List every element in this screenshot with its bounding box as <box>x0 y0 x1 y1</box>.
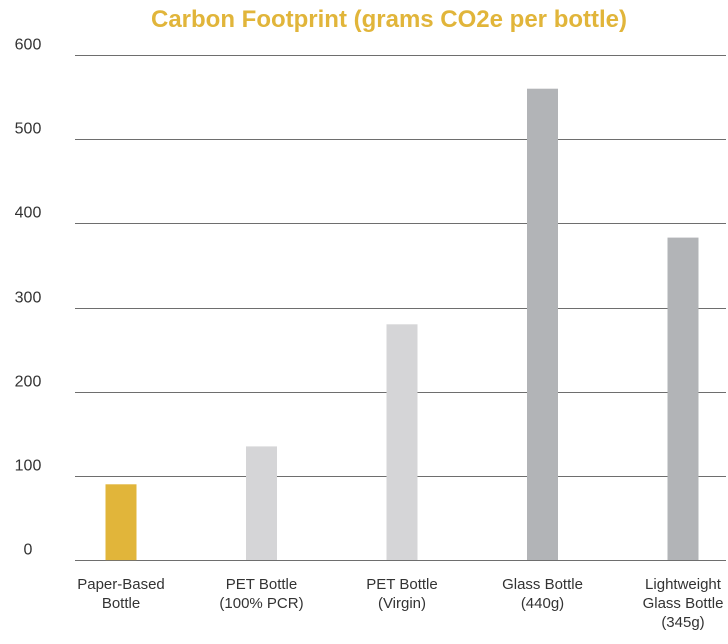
x-category-label-line: PET Bottle <box>366 576 437 593</box>
x-category-label-line: Bottle <box>102 595 140 612</box>
x-category-label: Lightweight Glass Bottle (345g) <box>643 576 724 631</box>
x-category-label-line: (440g) <box>521 595 564 612</box>
x-category-label: Paper-Based Bottle <box>77 576 165 612</box>
bar-4 <box>667 237 699 560</box>
y-tick-label: 400 <box>15 205 42 222</box>
x-category-label-line: (Virgin) <box>378 595 426 612</box>
bar-1 <box>246 446 277 560</box>
y-tick-label: 500 <box>15 121 42 138</box>
x-category-label: PET Bottle (100% PCR) <box>219 576 303 612</box>
x-category-label: PET Bottle (Virgin) <box>366 576 437 612</box>
x-category-label-line: (100% PCR) <box>219 595 303 612</box>
y-tick-label: 100 <box>15 458 42 475</box>
x-category-label-line: Paper-Based <box>77 576 165 593</box>
y-axis-ticks: 0 100 200 300 400 500 600 <box>15 37 42 559</box>
bar-3 <box>527 88 558 560</box>
y-tick-label: 200 <box>15 374 42 391</box>
bar-2 <box>386 324 418 560</box>
chart-title: Carbon Footprint (grams CO2e per bottle) <box>150 6 627 33</box>
x-category-label-line: Lightweight <box>645 576 722 593</box>
bar-0 <box>105 484 137 561</box>
x-category-label: Glass Bottle (440g) <box>502 576 583 612</box>
x-category-label-line: Glass Bottle <box>643 595 724 612</box>
bars <box>105 88 699 561</box>
y-tick-label: 300 <box>15 290 42 307</box>
y-tick-label: 0 <box>24 542 33 559</box>
x-category-label-line: Glass Bottle <box>502 576 583 593</box>
y-tick-label: 600 <box>15 37 42 54</box>
x-category-label-line: PET Bottle <box>226 576 297 593</box>
x-category-label-line: (345g) <box>661 614 704 631</box>
